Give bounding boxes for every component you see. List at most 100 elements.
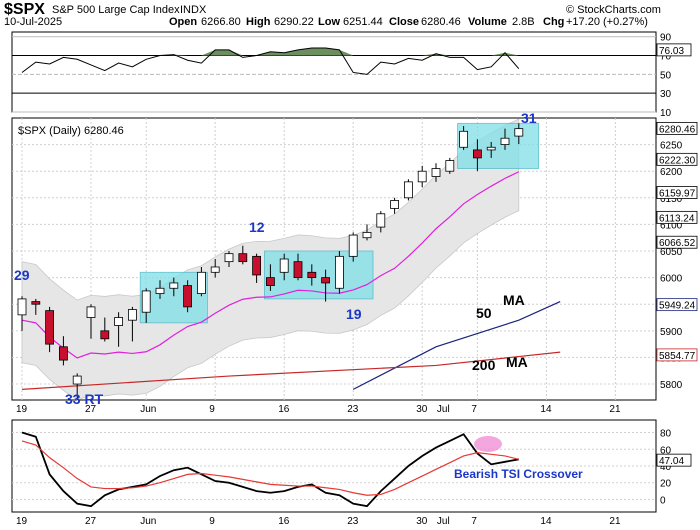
x-tick-label: Jul [437,404,450,415]
candle-body [362,231,372,239]
volume-label: Volume [468,16,507,28]
x-tick-label: 14 [540,404,552,415]
x-tick-label: 19 [16,404,28,415]
ma200-line [21,351,561,390]
rsi-grid [12,36,656,113]
rsi-tick-label: 30 [660,89,672,100]
tsi-panel: 80 60 40 20 0 47.04 Bearish TSI Crossover [11,419,692,513]
candle-body [127,309,137,321]
price-axis: 5800585059005950600060506100615062006250… [656,121,698,391]
candle-body [445,160,455,172]
annotation-29: 29 [14,267,30,283]
tsi-signal-line [21,440,519,496]
price-value-label: 6159.97 [659,189,696,200]
rsi-plot [21,47,520,75]
candle-body [59,346,68,361]
candle-body [376,213,386,228]
tsi-value-label: 47.04 [659,456,684,467]
x-tick-label: 23 [347,516,359,527]
chart-date: 10-Jul-2025 [4,16,62,28]
candle-body [252,255,262,276]
ma20-line [21,171,520,359]
rsi-axis: 90 70 50 30 10 76.03 [656,33,692,119]
x-tick-label: 30 [416,516,428,527]
close-label: Close [389,16,419,28]
highlight-box [457,122,540,169]
x-tick-label: 9 [209,404,215,415]
chg-label: Chg [543,16,564,28]
x-axis-tsi: 19 27 Jun 9 16 23 30 Jul 7 14 21 [16,516,621,527]
candle-body [114,317,123,326]
price-value-label: 6222.30 [659,155,696,166]
price-value-box [656,298,698,312]
candle-body [459,130,469,148]
price-tick-label: 5800 [660,380,683,391]
candle-body [17,298,27,316]
price-tick-label: 6050 [660,247,683,258]
x-tick-label: Jun [140,404,156,415]
price-value-label: 5949.24 [659,301,696,312]
price-value-label: 6066.52 [659,238,696,249]
price-value-box [656,121,698,135]
x-tick-label: 16 [278,516,290,527]
close-value: 6280.46 [421,16,461,28]
x-tick-label: 14 [540,516,552,527]
price-tick-label: 6000 [660,274,683,285]
rsi-line [21,47,520,75]
ma50-line [352,301,561,390]
candle-body [183,285,193,308]
annotation-33rt: 33 RT [65,391,104,407]
candle-body [45,310,54,345]
candle-body [500,137,510,146]
ma200-label: 200 [472,357,496,373]
x-tick-label: 30 [416,404,428,415]
price-value-label: 6280.46 [659,124,696,135]
candle-body [196,271,206,294]
annotation-19: 19 [346,306,362,322]
tsi-tick-label: 0 [660,495,666,506]
instrument-name: S&P 500 Large Cap Index [52,4,180,16]
price-value-box [656,186,698,199]
price-tick-label: 5900 [660,327,683,338]
rsi-panel: 90 70 50 30 10 76.03 [11,31,692,119]
ma-label-2: MA [506,354,528,370]
x-tick-label: 16 [278,404,290,415]
candle-body [403,181,413,199]
price-panel: $SPX (Daily) 6280.46 5800585059005950600… [11,110,698,407]
candle-body [169,282,179,289]
tsi-value-box [656,453,692,467]
volume-value: 2.8B [512,16,535,28]
tsi-tick-label: 60 [660,445,672,456]
candle-body [224,253,234,263]
tsi-line [21,431,519,508]
candle-body [348,234,358,257]
open-label: Open [169,16,197,28]
site-credit[interactable]: © StockCharts.com [566,4,661,16]
x-axis-price: 19 27 Jun 9 16 23 30 Jul 7 14 21 [16,404,621,415]
candle-body [321,277,331,284]
exchange: INDX [180,4,207,16]
x-tick-label: Jul [437,516,450,527]
price-value-box [656,152,698,166]
symbol: $SPX [4,1,45,18]
tsi-tick-label: 80 [660,429,672,440]
price-tick-label: 6200 [660,167,683,178]
ma-label-1: MA [503,292,525,308]
price-value-box [656,210,698,224]
x-tick-label: 21 [609,516,621,527]
tsi-axis: 80 60 40 20 0 47.04 [656,429,692,506]
tsi-tick-label: 20 [660,479,672,490]
rsi-tick-label: 90 [660,33,672,44]
x-tick-label: 27 [85,404,97,415]
x-tick-label: Jun [140,516,156,527]
price-value-label: 6113.24 [659,213,695,224]
candle-body [486,146,496,151]
x-tick-label: 7 [471,516,477,527]
price-tick-label: 6100 [660,220,683,231]
annotation-31: 31 [521,110,537,126]
x-tick-label: 19 [16,516,28,527]
price-value-box [656,348,698,362]
candle-body [72,375,82,385]
candle-body [334,255,344,289]
candle-body [390,200,400,209]
